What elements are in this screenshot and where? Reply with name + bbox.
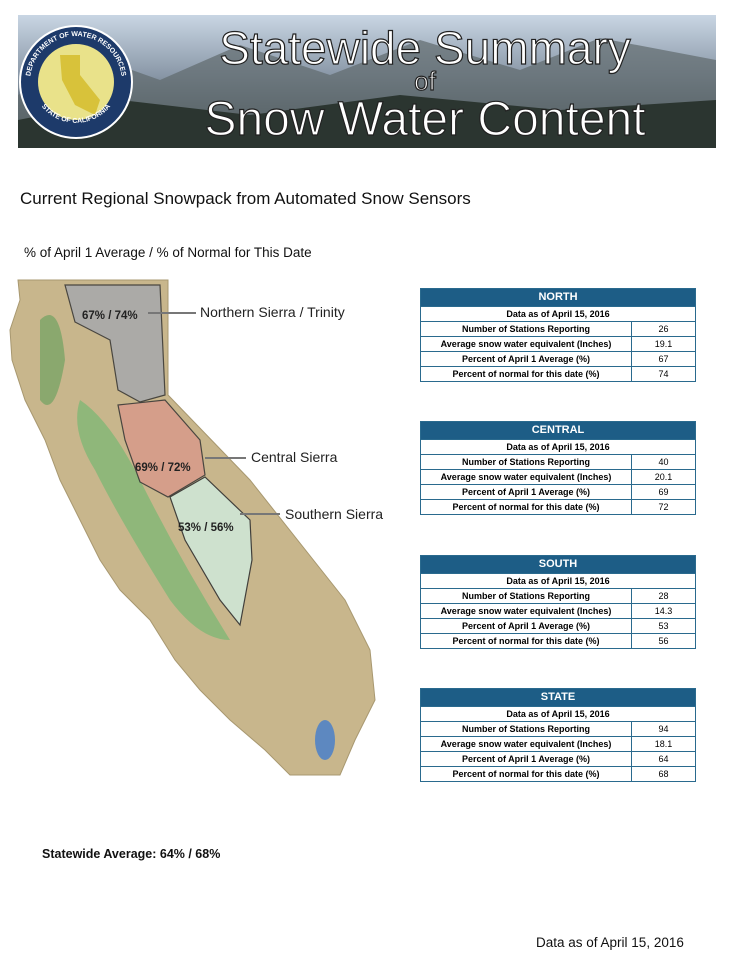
table-title: STATE [421,689,695,706]
region-table: SOUTH Data as of April 15, 2016 Number of … [420,555,696,649]
row-value: 67 [658,354,669,364]
table-row: Percent of normal for this date (%) 56 [421,633,695,648]
table-date: Data as of April 15, 2016 [506,309,610,319]
region-name: Central Sierra [251,449,338,465]
row-value: 53 [658,621,669,631]
statewide-average: Statewide Average: 64% / 68% [42,847,220,861]
row-value: 14.3 [654,606,673,616]
table-row: Percent of normal for this date (%) 72 [421,499,695,514]
table-title: SOUTH [421,556,695,573]
date-row: Data as of April 15, 2016 [421,439,695,454]
row-label: Percent of normal for this date (%) [421,767,632,781]
row-label: Percent of normal for this date (%) [421,367,632,381]
table-row: Number of Stations Reporting 94 [421,721,695,736]
row-value: 20.1 [654,472,673,482]
row-value: 68 [658,769,669,779]
row-value: 40 [658,457,669,467]
row-label: Average snow water equivalent (Inches) [421,337,632,351]
row-label: Percent of normal for this date (%) [421,500,632,514]
map-legend: % of April 1 Average / % of Normal for T… [24,245,312,260]
row-label: Number of Stations Reporting [421,322,632,336]
row-label: Percent of April 1 Average (%) [421,752,632,766]
table-row: Average snow water equivalent (Inches) 20… [421,469,695,484]
region-label: 67% / 74% [82,310,138,322]
central-valley [77,400,230,640]
table-date: Data as of April 15, 2016 [506,576,610,586]
row-value: 28 [658,591,669,601]
region-label: 53% / 56% [178,522,234,534]
row-value: 19.1 [654,339,673,349]
row-label: Average snow water equivalent (Inches) [421,470,632,484]
coast-range [40,315,65,405]
region-table: CENTRAL Data as of April 15, 2016 Number o… [420,421,696,515]
row-label: Percent of April 1 Average (%) [421,619,632,633]
forest [18,95,716,148]
row-value: 74 [658,369,669,379]
row-label: Percent of normal for this date (%) [421,634,632,648]
table-row: Percent of April 1 Average (%) 69 [421,484,695,499]
row-value: 18.1 [654,739,673,749]
row-label: Number of Stations Reporting [421,455,632,469]
north-region [64,284,166,403]
table-row: Percent of normal for this date (%) 74 [421,366,695,381]
row-value: 56 [658,636,669,646]
row-value: 69 [658,487,669,497]
table-title: NORTH [421,289,695,306]
row-value: 72 [658,502,669,512]
title-line3: Snow Water Content [204,93,645,146]
footer: Data as of April 15, 2016 [536,935,684,950]
title-line1: Statewide Summary [219,22,631,74]
date-row: Data as of April 15, 2016 [421,573,695,588]
table-row: Average snow water equivalent (Inches) 14… [421,603,695,618]
south-region [169,476,253,627]
table-row: Percent of April 1 Average (%) 67 [421,351,695,366]
region-table: STATE Data as of April 15, 2016 Number of … [420,688,696,782]
row-label: Average snow water equivalent (Inches) [421,737,632,751]
date-row: Data as of April 15, 2016 [421,706,695,721]
table-row: Number of Stations Reporting 40 [421,454,695,469]
seal-state [60,55,100,115]
table-row: Number of Stations Reporting 28 [421,588,695,603]
region-name: Southern Sierra [285,506,383,522]
region-table: NORTH Data as of April 15, 2016 Number of … [420,288,696,382]
table-row: Average snow water equivalent (Inches) 18… [421,736,695,751]
row-value: 94 [658,724,669,734]
table-row: Percent of April 1 Average (%) 64 [421,751,695,766]
table-row: Percent of normal for this date (%) 68 [421,766,695,781]
title-line2: of [414,66,436,96]
row-value: 64 [658,754,669,764]
table-row: Average snow water equivalent (Inches) 19… [421,336,695,351]
row-label: Average snow water equivalent (Inches) [421,604,632,618]
row-label: Number of Stations Reporting [421,589,632,603]
heading: Current Regional Snowpack from Automated… [20,189,471,208]
central-region [117,399,206,498]
table-title: CENTRAL [421,422,695,439]
table-date: Data as of April 15, 2016 [506,709,610,719]
row-label: Number of Stations Reporting [421,722,632,736]
table-row: Number of Stations Reporting 26 [421,321,695,336]
region-name: Northern Sierra / Trinity [200,304,345,320]
date-row: Data as of April 15, 2016 [421,306,695,321]
salton-sea [315,720,335,760]
row-label: Percent of April 1 Average (%) [421,352,632,366]
row-label: Percent of April 1 Average (%) [421,485,632,499]
table-date: Data as of April 15, 2016 [506,442,610,452]
row-value: 26 [658,324,669,334]
table-row: Percent of April 1 Average (%) 53 [421,618,695,633]
region-label: 69% / 72% [135,462,191,474]
